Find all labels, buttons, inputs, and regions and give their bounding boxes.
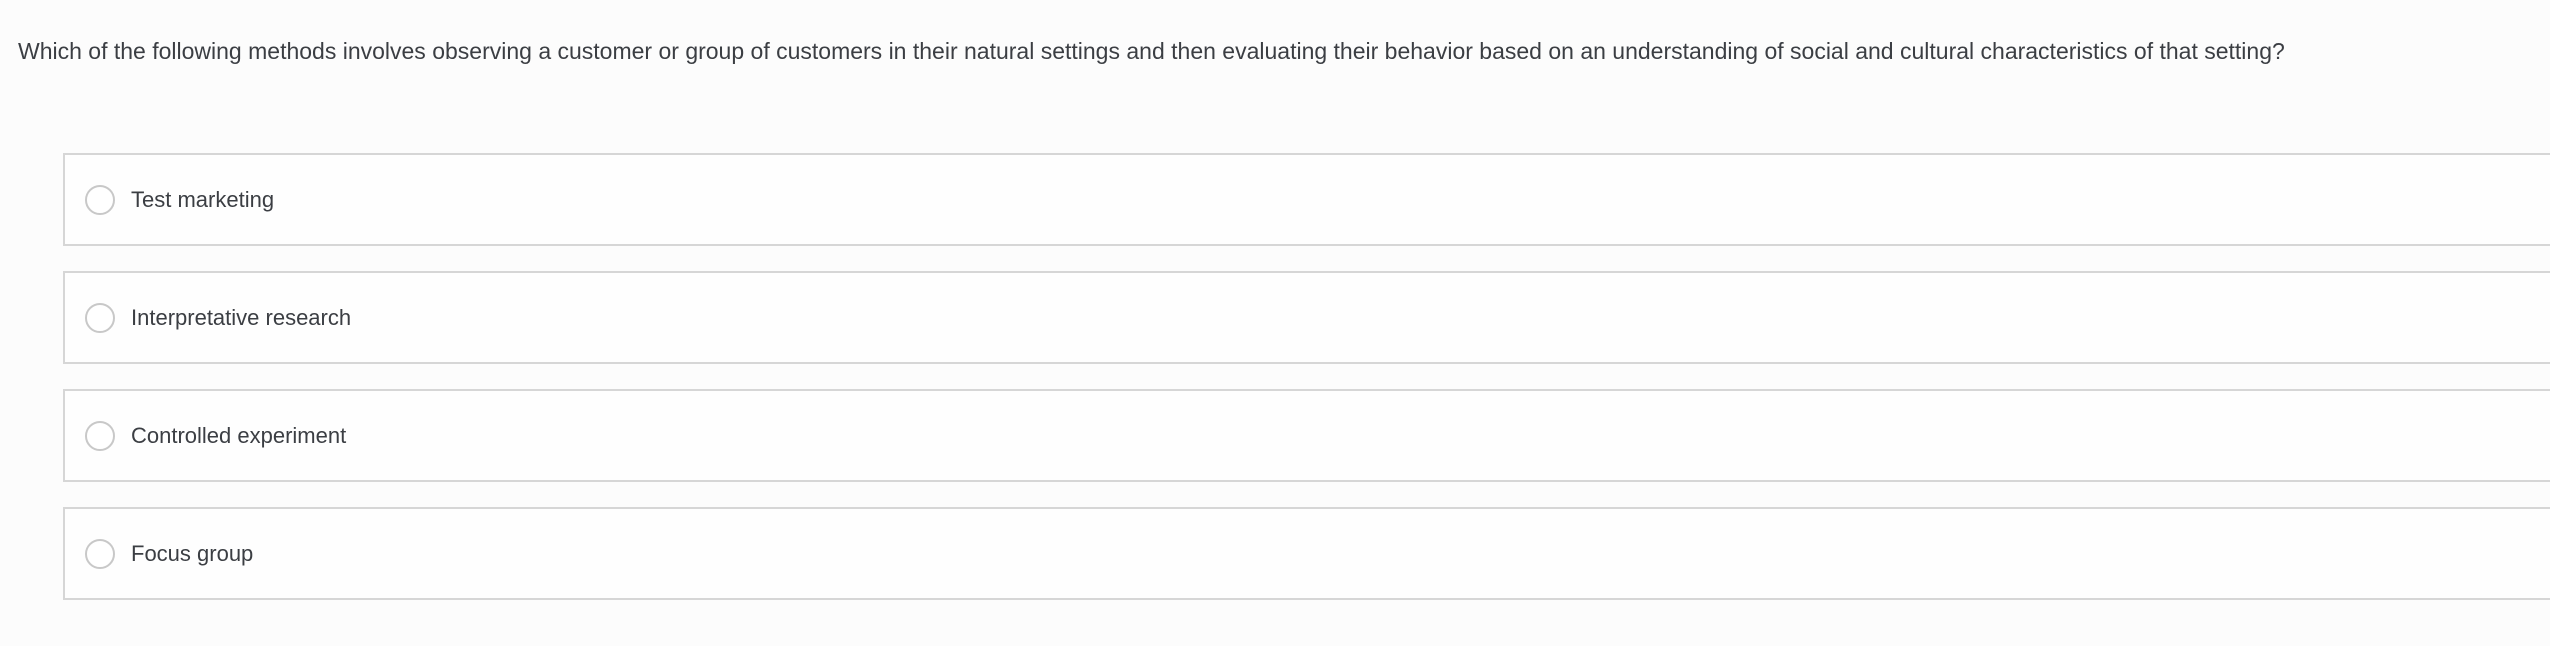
answer-option-label: Controlled experiment — [131, 422, 347, 448]
question-text: Which of the following methods involves … — [18, 38, 2285, 64]
answer-option-3[interactable]: Controlled experiment — [63, 389, 2550, 482]
radio-button[interactable] — [85, 420, 115, 451]
radio-button[interactable] — [85, 302, 115, 333]
answer-options-list: Test marketing Interpretative research C… — [63, 153, 2550, 625]
radio-button[interactable] — [85, 538, 115, 569]
answer-option-2[interactable]: Interpretative research — [63, 271, 2550, 364]
answer-option-4[interactable]: Focus group — [63, 507, 2550, 600]
answer-option-label: Test marketing — [131, 186, 275, 212]
answer-option-label: Interpretative research — [131, 304, 352, 330]
radio-button[interactable] — [85, 184, 115, 215]
answer-option-label: Focus group — [131, 540, 254, 566]
answer-option-1[interactable]: Test marketing — [63, 153, 2550, 246]
